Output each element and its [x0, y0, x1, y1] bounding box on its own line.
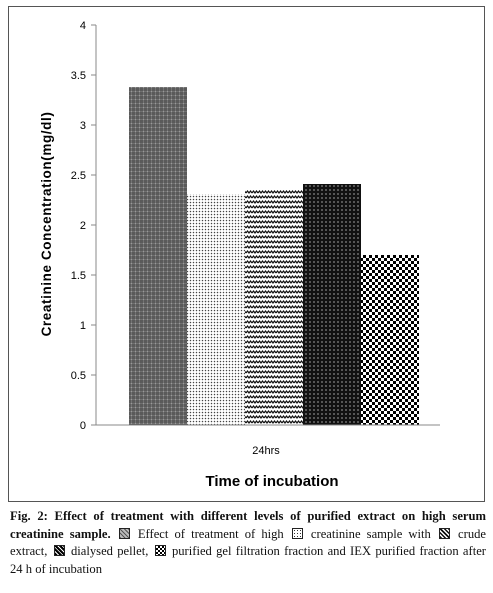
bar-1	[129, 87, 187, 425]
y-axis: 0 0.5 1 1.5 2 2.5 3 3.5 4	[71, 20, 97, 432]
y-tick-label: 0	[80, 420, 86, 432]
y-tick-label: 2.5	[71, 170, 86, 182]
checker-pattern-swatch-icon	[154, 545, 166, 556]
y-tick-label: 2	[80, 220, 86, 232]
caption-part-1: Effect of treatment of high	[131, 526, 284, 541]
x-axis-label: Time of incubation	[205, 473, 338, 490]
y-tick-label: 3	[80, 120, 86, 132]
bar-chart: 0 0.5 1 1.5 2 2.5 3 3.5 4 Creatinine Concentrati…	[39, 20, 440, 490]
y-tick-label: 1	[80, 320, 86, 332]
y-tick-label: 0.5	[71, 370, 86, 382]
bars	[129, 87, 419, 425]
caption-lead: Fig. 2: Effect of treatment with differe…	[10, 509, 486, 541]
bar-2	[187, 194, 245, 425]
bar-5	[361, 255, 419, 425]
y-tick-label: 4	[80, 20, 86, 32]
y-tick-label: 3.5	[71, 70, 86, 82]
y-tick-label: 1.5	[71, 270, 86, 282]
bar-4	[303, 184, 361, 425]
x-tick-label: 24hrs	[252, 445, 280, 457]
figure-caption: Fig. 2: Effect of treatment with differe…	[10, 508, 486, 578]
bar-3	[245, 190, 303, 425]
diamond-pattern-swatch-icon	[53, 545, 65, 556]
caption-part-5: purified gel filtration fraction and IEX…	[10, 544, 486, 576]
caption-part-4: dialysed pellet,	[66, 544, 149, 558]
y-axis-label: Creatinine Concentration(mg/dl)	[39, 112, 54, 337]
caption-part-2: creatinine sample with	[304, 526, 431, 541]
grid-pattern-swatch-icon	[118, 527, 130, 539]
zigzag-pattern-swatch-icon	[438, 527, 450, 539]
caption-part-3: crude extract,	[10, 526, 487, 559]
dot-pattern-swatch-icon	[291, 527, 303, 539]
